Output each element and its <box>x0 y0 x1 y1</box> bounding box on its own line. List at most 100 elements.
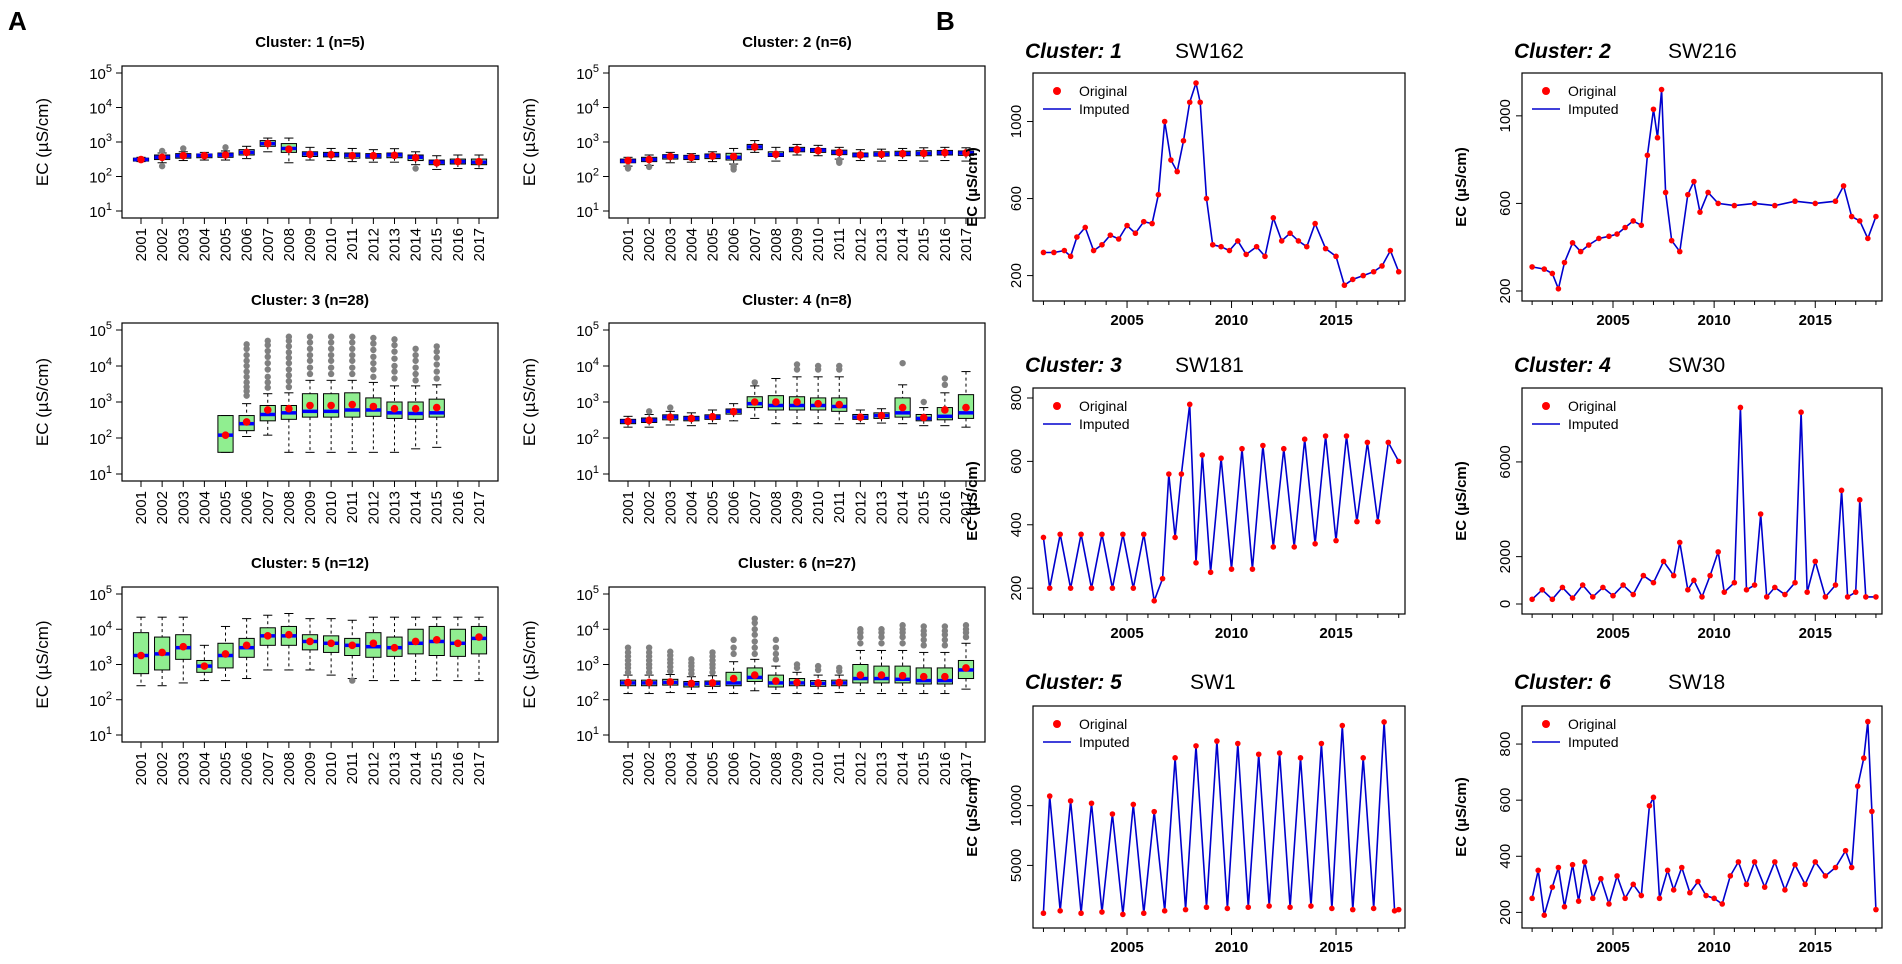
charts-group: Cluster: 1 (n=5)EC (µS/cm)10110210310410… <box>33 34 1883 956</box>
box-2001 <box>619 415 637 428</box>
original-point <box>1743 586 1750 593</box>
mean-point <box>200 151 209 160</box>
original-point <box>1707 572 1713 579</box>
outlier-point <box>306 345 314 353</box>
y-tick-exponent: 5 <box>593 320 599 332</box>
legend-label-original: Original <box>1079 83 1127 99</box>
mean-point <box>285 630 293 639</box>
original-point <box>1235 740 1241 747</box>
box-2008 <box>280 612 297 671</box>
outlier-point <box>751 644 758 651</box>
box-2009 <box>788 661 806 695</box>
mean-point <box>411 404 420 413</box>
original-point <box>1856 218 1863 224</box>
original-point <box>1614 873 1620 879</box>
y-tick-base: 10 <box>89 135 106 152</box>
x-tick-label: 2003 <box>662 491 679 524</box>
x-tick-label: 2007 <box>747 228 764 261</box>
x-tick-label: 2012 <box>852 228 869 261</box>
mean-point <box>708 152 717 160</box>
original-point <box>1549 596 1556 603</box>
outlier-point <box>836 156 843 164</box>
mean-point <box>919 149 928 158</box>
y-tick-exponent: 5 <box>106 584 112 596</box>
mean-point <box>919 672 928 681</box>
outlier-point <box>751 638 758 645</box>
y-axis-label: EC (µS/cm) <box>33 98 52 186</box>
boxplot-cluster-4: Cluster: 4 (n=8)EC (µS/cm)10110210310410… <box>520 292 986 524</box>
y-tick-exponent: 5 <box>106 320 112 332</box>
outlier-point <box>349 351 356 359</box>
outlier-point <box>624 669 632 676</box>
original-point <box>1832 198 1839 205</box>
x-tick-label: 2003 <box>662 228 679 261</box>
x-tick-label: 2015 <box>916 752 933 785</box>
original-point <box>1577 248 1584 255</box>
original-point <box>1812 558 1819 565</box>
outlier-point <box>264 379 271 386</box>
box-2002 <box>641 644 658 695</box>
y-tick-base: 10 <box>576 587 593 604</box>
x-tick-label: 2013 <box>873 752 890 785</box>
x-tick-label: 2015 <box>1319 625 1352 642</box>
timeseries-cluster-6: Cluster: 6 SW18 EC (µS/cm) 200 400 600 800 2005… <box>1453 671 1883 956</box>
x-tick-label: 2009 <box>302 491 319 524</box>
box-2003 <box>662 404 679 426</box>
mean-point <box>242 418 251 426</box>
outlier-point <box>243 345 250 353</box>
box-2010 <box>810 662 827 695</box>
box-2014 <box>407 151 424 172</box>
outlier-point <box>306 351 314 359</box>
y-axis-label: EC (µS/cm) <box>1453 147 1470 227</box>
box-2007 <box>746 615 763 692</box>
box-2016 <box>936 146 953 162</box>
chart-title: Cluster: 2 (n=6) <box>742 34 852 51</box>
box-2012 <box>852 626 869 695</box>
x-tick-label: 2007 <box>260 752 277 785</box>
original-point <box>1630 591 1637 598</box>
original-point <box>1798 409 1804 416</box>
mean-point <box>645 678 653 687</box>
box-2004 <box>683 412 700 427</box>
y-tick-base: 10 <box>576 728 593 745</box>
original-point <box>1385 439 1392 446</box>
box-2004 <box>196 151 213 161</box>
original-point <box>1161 118 1168 125</box>
mean-point <box>729 407 738 416</box>
y-tick-exponent: 2 <box>593 428 599 440</box>
y-tick-exponent: 4 <box>106 98 112 110</box>
x-tick-label: 2015 <box>916 491 933 524</box>
original-point <box>1046 585 1053 591</box>
outlier-point <box>645 644 653 651</box>
x-tick-label: 2017 <box>958 491 975 524</box>
y-tick-base: 10 <box>89 622 106 639</box>
original-point <box>1585 242 1592 248</box>
y-tick-label: 200 <box>1008 263 1025 288</box>
x-tick-label: 2005 <box>1110 625 1143 642</box>
x-tick-label: 2005 <box>1596 312 1629 329</box>
original-point <box>1159 575 1166 582</box>
y-axis-label: EC (µS/cm) <box>964 777 981 857</box>
original-point <box>1209 241 1216 248</box>
outlier-point <box>158 162 166 170</box>
y-tick-base: 10 <box>576 622 593 639</box>
mean-point <box>390 404 399 413</box>
box-2009 <box>788 361 806 425</box>
outlier-point <box>857 626 864 633</box>
original-point <box>1622 895 1628 902</box>
original-point <box>1731 202 1738 209</box>
outlier-point <box>751 619 758 627</box>
y-tick-label: 103 <box>89 132 112 152</box>
original-point <box>1860 755 1867 761</box>
box-2001 <box>132 155 150 164</box>
x-tick-label: 2010 <box>1697 312 1730 329</box>
x-tick-label: 2010 <box>1215 939 1248 956</box>
y-tick-exponent: 5 <box>593 63 599 75</box>
original-point <box>1270 215 1277 221</box>
x-tick-label: 2010 <box>323 228 340 261</box>
original-point <box>1676 248 1683 255</box>
original-point <box>1772 859 1778 865</box>
mean-point <box>645 416 653 425</box>
outlier-point <box>962 622 970 629</box>
original-point <box>1130 585 1137 591</box>
